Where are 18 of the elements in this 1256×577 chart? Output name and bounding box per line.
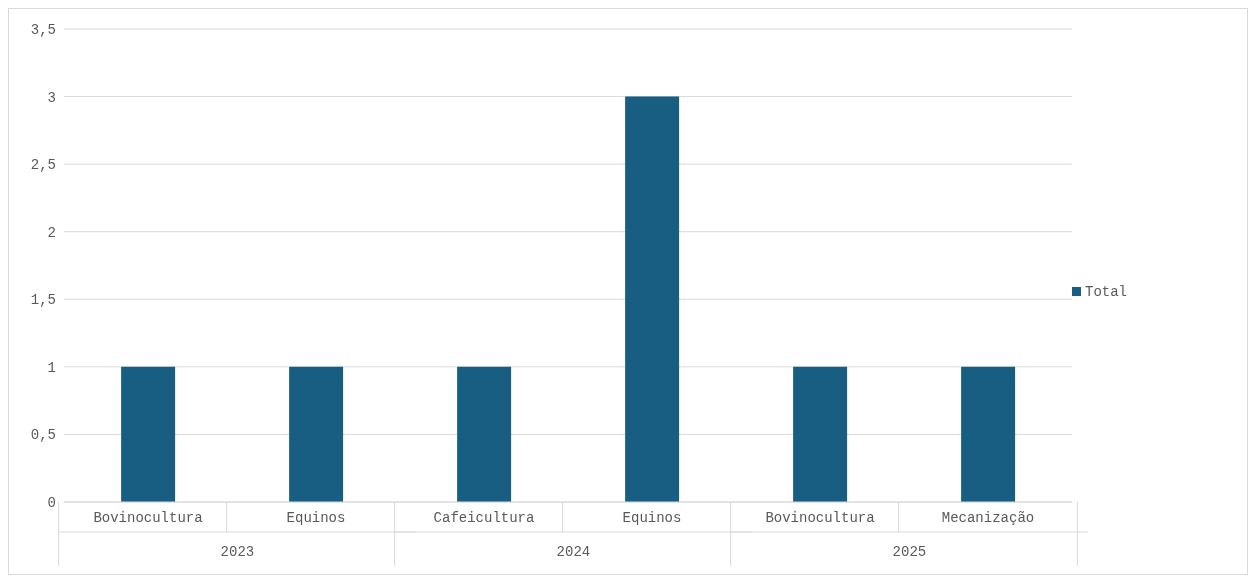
y-tick-label: 1,5: [30, 292, 56, 309]
x-tick-label: Equinos: [286, 510, 346, 526]
y-tick-label: 2,5: [30, 157, 56, 174]
x-tick-label: Bovinocultura: [765, 510, 875, 526]
y-tick-label: 3: [47, 89, 56, 106]
y-tick-label: 3,5: [30, 21, 56, 38]
text: 2024: [556, 544, 591, 560]
x-tick-label: Mecanização: [941, 510, 1035, 526]
text: 2025: [892, 544, 927, 560]
x-tick-label: Equinos: [622, 510, 682, 526]
text: 2023: [220, 544, 255, 560]
x-tick-label: Cafeicultura: [433, 510, 535, 526]
y-tick-label: 1: [47, 359, 56, 376]
y-tick-label: 2: [47, 224, 56, 241]
x-tick-label: Bovinocultura: [93, 510, 203, 526]
y-tick-label: 0,5: [30, 427, 56, 444]
y-tick-label: 0: [47, 494, 56, 511]
legend-label: Total: [1084, 283, 1127, 300]
